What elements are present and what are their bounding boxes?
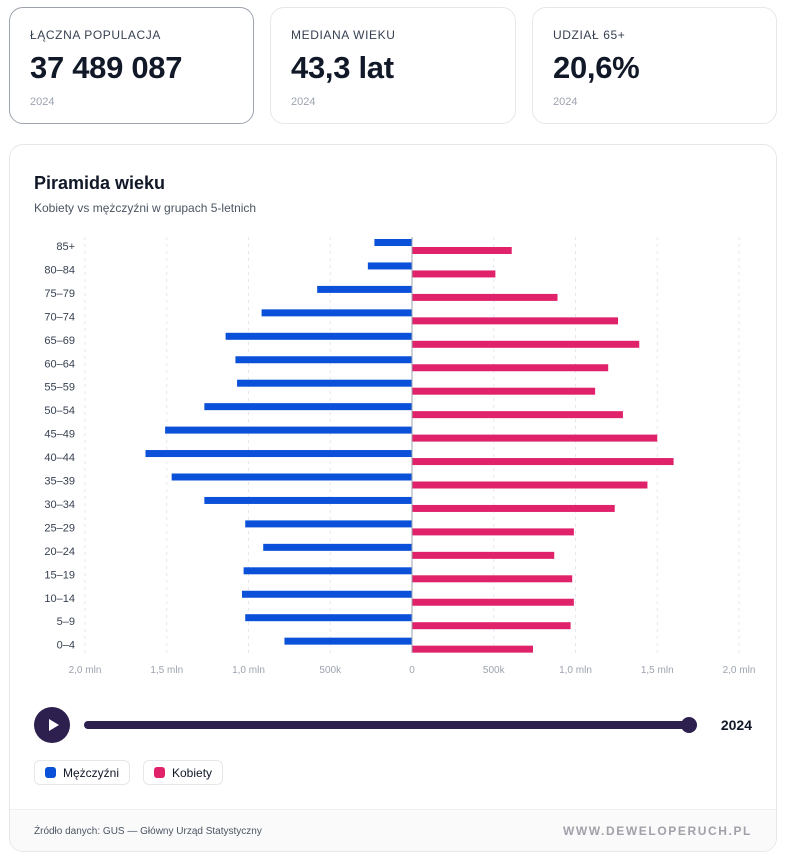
card-footer: Źródło danych: GUS — Główny Urząd Statys… [10,809,776,851]
y-tick-label: 45–49 [44,429,75,441]
bar-women [412,270,496,278]
bar-men [245,520,412,528]
year-slider-thumb[interactable] [681,717,697,733]
y-tick-label: 20–24 [44,546,75,558]
kpi-card-population[interactable]: ŁĄCZNA POPULACJA 37 489 087 2024 [9,7,254,124]
legend-label-men: Mężczyźni [63,765,120,780]
x-tick-label: 2,0 mln [723,665,756,676]
data-source: Źródło danych: GUS — Główny Urząd Statys… [34,826,262,837]
y-tick-label: 55–59 [44,382,75,394]
bar-men [204,496,412,504]
y-tick-label: 25–29 [44,522,75,534]
bar-men [317,285,412,293]
bar-women [412,575,573,583]
bar-men [243,567,412,575]
x-tick-label: 1,5 mln [641,665,674,676]
y-tick-label: 35–39 [44,476,75,488]
bar-men [245,614,412,622]
bar-men [204,403,412,411]
kpi-label: MEDIANA WIEKU [291,28,396,42]
y-tick-label: 5–9 [57,616,75,628]
legend-swatch-men [45,767,56,778]
kpi-year: 2024 [553,96,578,108]
x-tick-label: 1,0 mln [232,665,265,676]
y-tick-label: 70–74 [44,311,75,323]
bar-women [412,364,609,372]
kpi-year: 2024 [291,96,316,108]
bar-men [237,379,412,387]
year-slider-track[interactable] [84,721,689,729]
x-tick-label: 1,5 mln [150,665,183,676]
legend-swatch-women [154,767,165,778]
legend-label-women: Kobiety [172,765,213,780]
bar-men [165,426,412,434]
brand-link[interactable]: WWW.DEWELOPERUCH.PL [562,824,752,838]
kpi-value: 37 489 087 [30,50,183,85]
age-pyramid-chart: 2,0 mln 1,5 mln 1,0 mln 500k 0 500k 1,0 mln 1,5… [44,237,756,676]
bar-men [225,332,412,340]
legend-item-men[interactable]: Mężczyźni [34,760,131,785]
x-tick-label: 500k [319,665,342,676]
bar-men [374,239,412,246]
chart-title: Piramida wieku [34,173,166,193]
year-readout: 2024 [720,717,752,733]
bar-women [412,411,623,419]
y-tick-label: 75–79 [44,288,75,300]
y-tick-label: 15–19 [44,569,75,581]
x-tick-label: 2,0 mln [69,665,102,676]
bar-women [412,340,640,348]
bar-men [171,473,412,481]
bar-men [284,637,412,645]
bar-men [367,262,412,270]
kpi-card-share-65-plus[interactable]: UDZIAŁ 65+ 20,6% 2024 [532,7,777,124]
y-tick-label: 30–34 [44,499,75,511]
legend-item-women[interactable]: Kobiety [143,760,224,785]
bar-women [412,645,533,653]
kpi-year: 2024 [30,96,55,108]
play-icon [48,719,59,731]
bar-women [412,622,571,630]
play-button[interactable] [34,707,70,743]
chart-subtitle: Kobiety vs mężczyźni w grupach 5-letnich [34,201,257,215]
y-tick-label: 60–64 [44,358,75,370]
bar-women [412,247,512,254]
y-tick-label: 40–44 [44,452,75,464]
y-tick-label: 50–54 [44,405,75,417]
y-tick-label: 85+ [56,241,75,253]
bar-men [261,309,412,317]
y-tick-label: 10–14 [44,593,75,605]
bar-men [145,450,412,458]
y-tick-label: 80–84 [44,264,75,276]
x-tick-label: 1,0 mln [559,665,592,676]
y-tick-label: 0–4 [57,640,75,652]
kpi-label: UDZIAŁ 65+ [553,28,626,42]
x-tick-label: 500k [483,665,506,676]
bar-women [412,598,574,606]
bar-men [241,590,412,598]
bar-women [412,317,619,325]
kpi-value: 43,3 lat [291,50,394,85]
kpi-value: 20,6% [553,50,640,85]
x-tick-label: 0 [409,665,415,676]
bar-women [412,504,615,512]
bar-women [412,293,558,301]
bar-women [412,551,555,559]
kpi-card-median-age[interactable]: MEDIANA WIEKU 43,3 lat 2024 [270,7,516,124]
bar-women [412,481,648,489]
y-tick-label: 65–69 [44,335,75,347]
kpi-label: ŁĄCZNA POPULACJA [30,28,161,42]
bar-women [412,458,674,466]
bar-women [412,434,658,442]
bar-men [235,356,412,364]
age-pyramid-card: Piramida wieku Kobiety vs mężczyźni w gr… [9,144,777,852]
bar-men [263,543,412,551]
bar-women [412,528,574,536]
bar-women [412,387,596,395]
